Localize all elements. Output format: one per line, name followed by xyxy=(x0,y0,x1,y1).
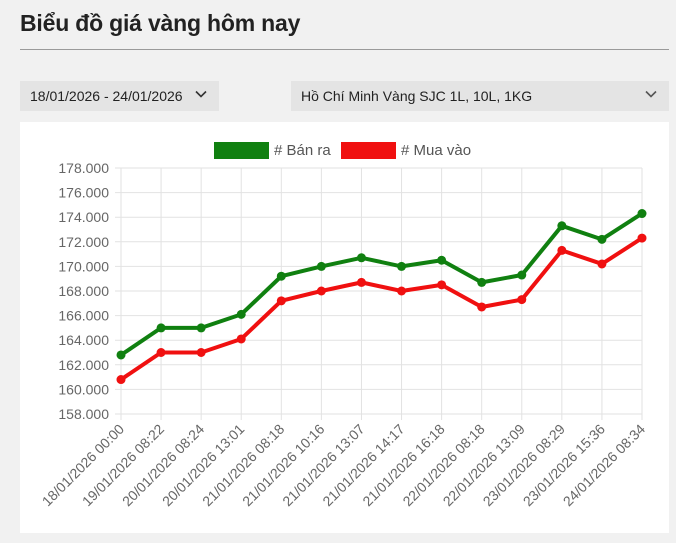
data-point[interactable] xyxy=(276,296,286,306)
data-point[interactable] xyxy=(437,255,447,265)
data-point[interactable] xyxy=(356,277,366,287)
legend-label[interactable]: # Mua vào xyxy=(401,142,471,159)
chart-grid xyxy=(115,167,643,420)
y-tick-label: 164.000 xyxy=(58,332,109,348)
y-tick-label: 176.000 xyxy=(58,185,109,201)
series-line-0 xyxy=(119,211,644,357)
date-range-value: 18/01/2026 - 24/01/2026 xyxy=(30,88,183,104)
y-tick-label: 170.000 xyxy=(58,258,109,274)
data-point[interactable] xyxy=(276,271,286,281)
y-tick-label: 178.000 xyxy=(58,160,109,176)
legend-swatch[interactable] xyxy=(341,142,396,159)
data-point[interactable] xyxy=(356,253,366,263)
gold-price-line-chart: 158.000 160.000 162.000 164.000 166.000 168.0… xyxy=(39,142,649,510)
data-point[interactable] xyxy=(196,348,206,357)
data-point[interactable] xyxy=(557,221,567,231)
y-tick-label: 160.000 xyxy=(58,381,109,397)
chevron-down-icon xyxy=(195,90,207,98)
y-tick-label: 168.000 xyxy=(58,283,109,299)
title-divider xyxy=(20,49,669,50)
data-point[interactable] xyxy=(196,323,206,333)
data-point[interactable] xyxy=(597,259,607,269)
product-value: Hồ Chí Minh Vàng SJC 1L, 10L, 1KG xyxy=(301,88,533,104)
data-point[interactable] xyxy=(437,280,447,290)
y-axis: 158.000 160.000 162.000 164.000 166.000 168.0… xyxy=(58,160,109,422)
chart-legend: # Bán ra # Mua vào xyxy=(214,142,471,159)
data-point[interactable] xyxy=(517,295,527,305)
data-point[interactable] xyxy=(116,375,126,385)
series-line-1 xyxy=(119,236,644,382)
data-point[interactable] xyxy=(156,348,166,357)
data-point[interactable] xyxy=(156,323,166,333)
chart-card: 158.000 160.000 162.000 164.000 166.000 168.0… xyxy=(20,122,669,533)
product-select[interactable]: Hồ Chí Minh Vàng SJC 1L, 10L, 1KG xyxy=(291,81,669,111)
data-point[interactable] xyxy=(477,277,487,287)
legend-label[interactable]: # Bán ra xyxy=(274,142,331,159)
page-title: Biểu đồ giá vàng hôm nay xyxy=(20,10,301,36)
data-point[interactable] xyxy=(397,286,407,296)
y-tick-label: 172.000 xyxy=(58,234,109,250)
data-point[interactable] xyxy=(116,350,126,360)
data-point[interactable] xyxy=(597,234,607,244)
y-tick-label: 166.000 xyxy=(58,308,109,324)
date-range-select[interactable]: 18/01/2026 - 24/01/2026 xyxy=(20,81,219,111)
data-point[interactable] xyxy=(637,233,647,243)
data-point[interactable] xyxy=(557,245,567,255)
data-point[interactable] xyxy=(397,261,407,271)
data-point[interactable] xyxy=(477,302,487,312)
data-point[interactable] xyxy=(517,270,527,280)
y-tick-label: 174.000 xyxy=(58,209,109,225)
y-tick-label: 158.000 xyxy=(58,406,109,422)
data-point[interactable] xyxy=(236,309,246,319)
data-point[interactable] xyxy=(236,334,246,344)
legend-swatch[interactable] xyxy=(214,142,269,159)
y-tick-label: 162.000 xyxy=(58,357,109,373)
data-point[interactable] xyxy=(316,261,326,271)
data-point[interactable] xyxy=(316,286,326,296)
chart-series xyxy=(116,209,647,385)
chevron-down-icon xyxy=(645,90,657,98)
data-point[interactable] xyxy=(637,209,647,219)
